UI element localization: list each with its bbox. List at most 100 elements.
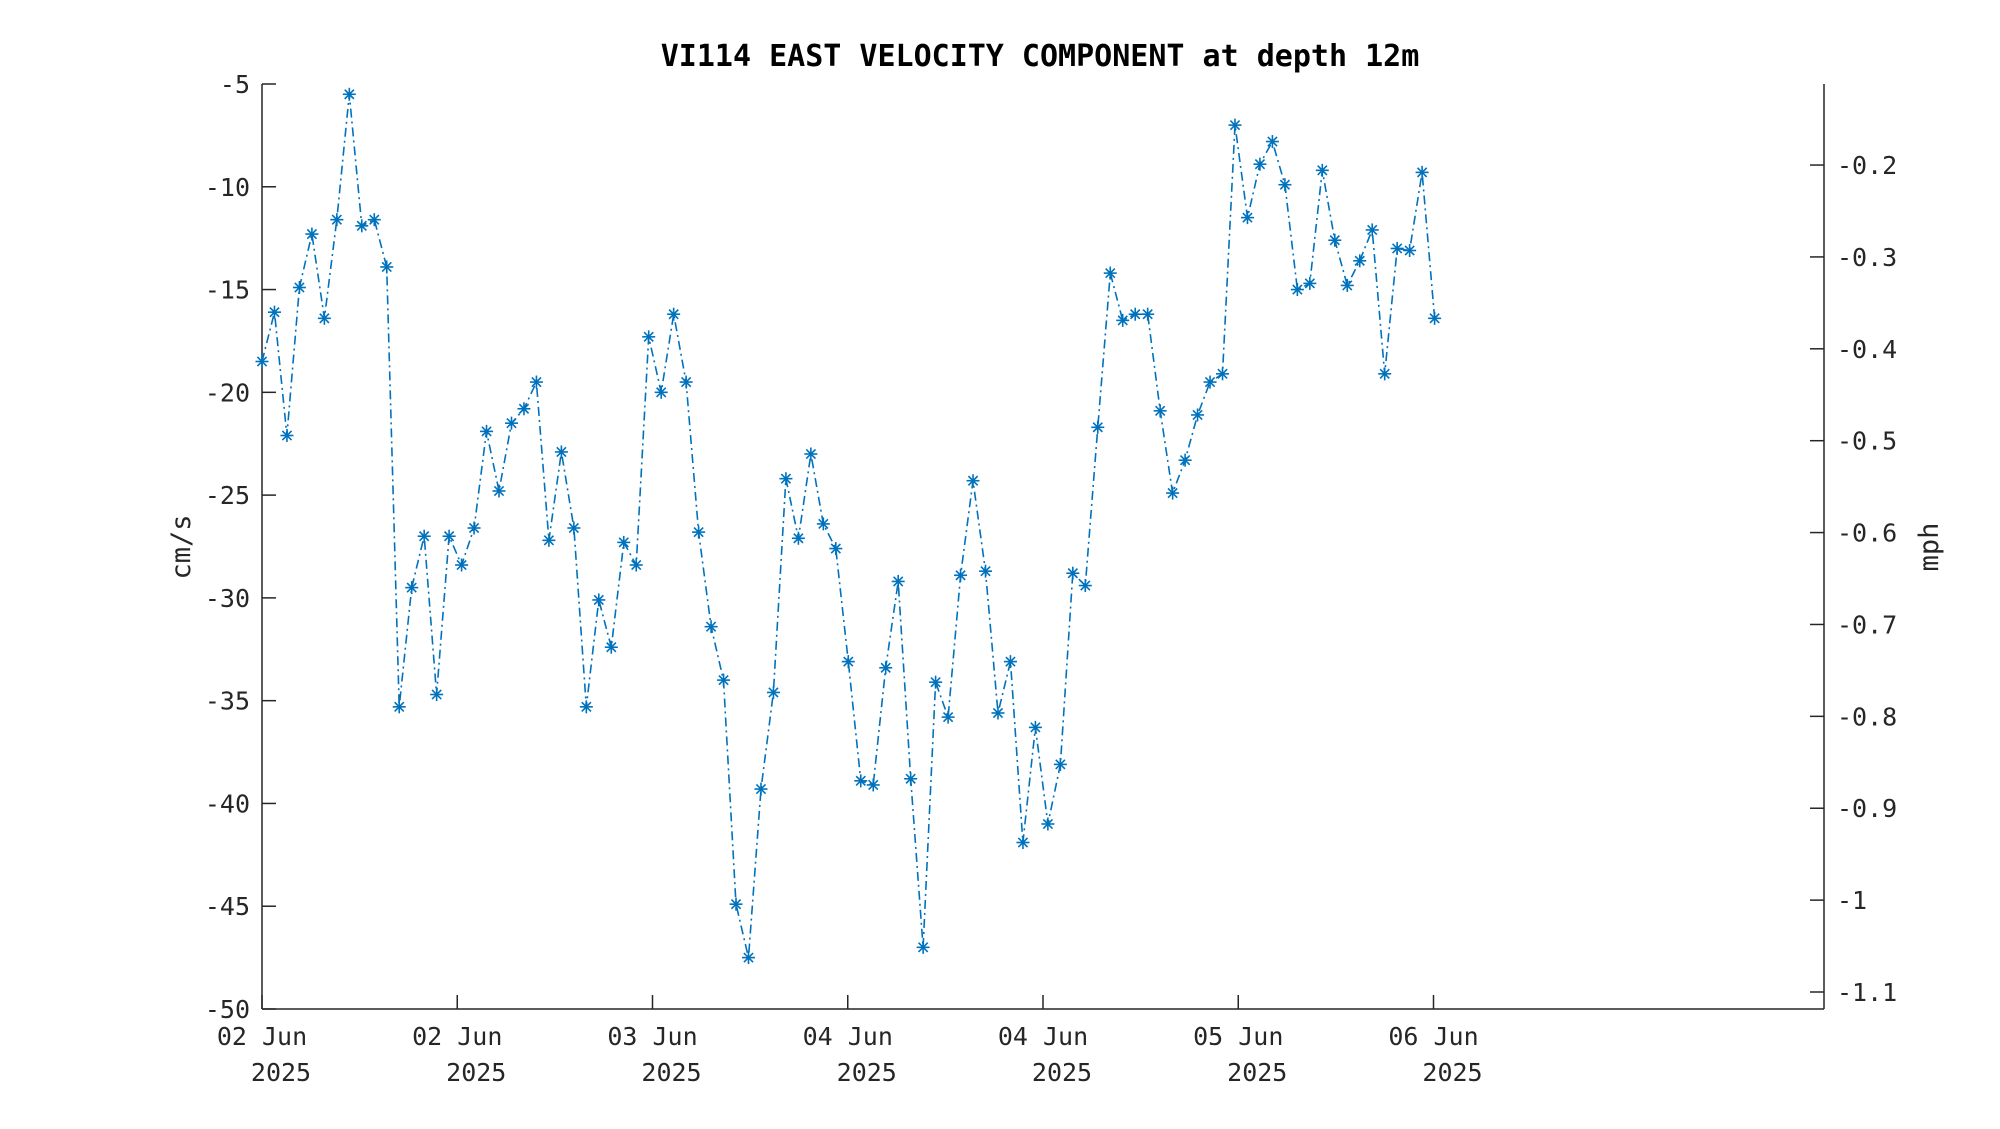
- data-point: [1378, 367, 1392, 381]
- data-point: [1265, 135, 1279, 149]
- x-tick-label-year: 2025: [1422, 1058, 1482, 1087]
- data-point: [305, 227, 319, 241]
- data-point: [330, 213, 344, 227]
- data-point: [654, 385, 668, 399]
- x-tick-label-year: 2025: [1227, 1058, 1287, 1087]
- data-point: [267, 305, 281, 319]
- data-point: [355, 219, 369, 233]
- data-point: [542, 533, 556, 547]
- data-point: [642, 330, 656, 344]
- data-point: [1078, 579, 1092, 593]
- x-tick-label: 04 Jun: [998, 1022, 1088, 1051]
- chart-title: VI114 EAST VELOCITY COMPONENT at depth 1…: [661, 39, 1420, 74]
- data-point: [392, 700, 406, 714]
- data-point: [1028, 720, 1042, 734]
- x-tick-label-year: 2025: [446, 1058, 506, 1087]
- data-point: [342, 87, 356, 101]
- data-point: [754, 782, 768, 796]
- x-tick-label: 06 Jun: [1388, 1022, 1478, 1051]
- data-point: [504, 416, 518, 430]
- data-point: [380, 260, 394, 274]
- data-point: [529, 375, 543, 389]
- data-point: [1016, 836, 1030, 849]
- data-point: [367, 213, 381, 227]
- data-point: [1141, 307, 1155, 321]
- data-point: [966, 474, 980, 488]
- data-point: [1253, 157, 1267, 171]
- left-y-tick-label: -5: [220, 70, 250, 99]
- data-point: [442, 529, 456, 543]
- data-point: [1178, 453, 1192, 467]
- data-point: [704, 620, 718, 634]
- data-point: [1328, 233, 1342, 247]
- data-point: [1390, 241, 1404, 255]
- x-tick-label: 02 Jun: [412, 1022, 502, 1051]
- right-y-tick-label: -0.8: [1837, 702, 1897, 731]
- right-y-tick-label: -0.4: [1837, 335, 1897, 364]
- data-point: [1153, 404, 1167, 418]
- data-point: [779, 472, 793, 486]
- x-tick-label: 05 Jun: [1193, 1022, 1283, 1051]
- data-point: [567, 521, 581, 535]
- data-point: [1290, 283, 1304, 297]
- left-y-tick-label: -25: [205, 481, 250, 510]
- data-point: [1353, 254, 1367, 268]
- left-y-tick-label: -30: [205, 584, 250, 613]
- data-point: [841, 655, 855, 669]
- data-point: [1340, 278, 1354, 292]
- data-point: [816, 517, 830, 531]
- data-point: [904, 772, 918, 786]
- data-point: [929, 675, 943, 689]
- data-point: [1203, 375, 1217, 389]
- right-y-tick-label: -0.9: [1837, 794, 1897, 823]
- series-line: [261, 94, 1436, 958]
- data-point: [991, 706, 1005, 720]
- data-point: [405, 581, 419, 595]
- data-point: [717, 673, 731, 687]
- data-point: [280, 429, 294, 442]
- data-point: [879, 661, 893, 675]
- data-point: [1428, 311, 1442, 325]
- right-y-tick-label: -0.6: [1837, 519, 1897, 548]
- data-point: [741, 951, 755, 965]
- data-point: [954, 568, 968, 582]
- data-point: [1066, 566, 1080, 580]
- x-tick-label-year: 2025: [251, 1058, 311, 1087]
- data-point: [1240, 211, 1254, 225]
- data-point: [1278, 178, 1292, 192]
- data-point: [1315, 163, 1329, 177]
- x-tick-label-year: 2025: [1032, 1058, 1092, 1087]
- data-point: [604, 640, 618, 654]
- left-y-tick-label: -40: [205, 789, 250, 818]
- data-point: [1216, 367, 1230, 381]
- right-y-ticks: -0.2 -0.3 -0.4 -0.5 -0.6 -0.7 -0.8 -0.9 -1 -1.1: [1810, 151, 1897, 1007]
- left-y-tick-label: -10: [205, 173, 250, 202]
- data-point: [592, 593, 606, 607]
- x-ticks: 02 Jun 2025 02 Jun 2025 03 Jun 2025 04 Jun 2025…: [217, 995, 1483, 1087]
- data-point: [430, 688, 444, 701]
- data-point: [554, 445, 568, 459]
- x-tick-label-year: 2025: [641, 1058, 701, 1087]
- data-point: [579, 700, 593, 714]
- data-point: [467, 521, 481, 535]
- data-point: [1415, 165, 1429, 179]
- data-point: [629, 558, 643, 572]
- x-tick-label: 04 Jun: [803, 1022, 893, 1051]
- data-point: [829, 542, 843, 556]
- left-y-tick-label: -45: [205, 892, 250, 921]
- data-point: [480, 424, 494, 438]
- left-y-tick-label: -15: [205, 276, 250, 305]
- y-axis-label-left: cm/s: [166, 514, 197, 579]
- x-tick-label: 03 Jun: [607, 1022, 697, 1051]
- data-point: [729, 897, 743, 911]
- x-tick-label-year: 2025: [837, 1058, 897, 1087]
- data-point: [455, 558, 469, 572]
- right-y-tick-label: -0.2: [1837, 151, 1897, 180]
- data-point: [417, 529, 431, 543]
- right-y-tick-label: -1.1: [1837, 978, 1897, 1007]
- x-tick-label: 02 Jun: [217, 1022, 307, 1051]
- data-point: [1365, 223, 1379, 237]
- data-point: [255, 355, 269, 368]
